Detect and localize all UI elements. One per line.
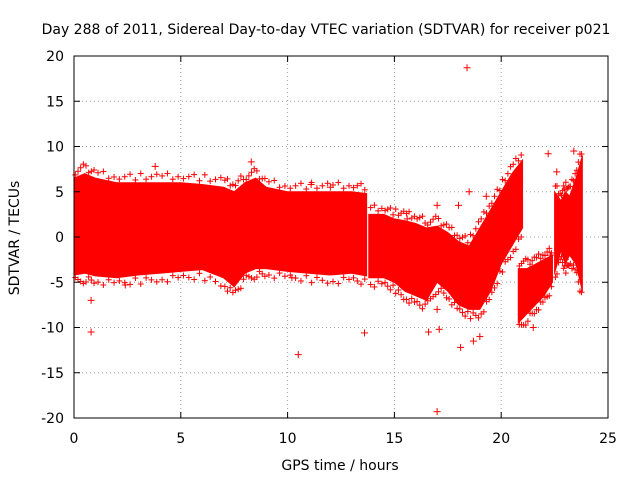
data-point: [151, 162, 159, 170]
y-tick-label: -10: [41, 321, 64, 337]
data-point: [288, 274, 296, 282]
data-point: [87, 328, 95, 336]
y-tick-label: 10: [46, 140, 64, 156]
data-point: [553, 168, 561, 176]
x-tick-label: 5: [176, 431, 185, 447]
axes: 0 5 10 15 20 25 -20 -15 -10 -5 0 5 10 15 20: [41, 49, 617, 447]
x-tick-label: 10: [279, 431, 297, 447]
data-point: [544, 150, 552, 158]
data-point: [482, 192, 490, 200]
data-point: [294, 351, 302, 359]
data-point: [525, 283, 533, 291]
chart-title: Day 288 of 2011, Sidereal Day-to-day VTE…: [42, 22, 611, 38]
data-point: [454, 201, 462, 209]
data-point: [87, 296, 95, 304]
data-point: [403, 215, 411, 223]
data-point: [425, 328, 433, 336]
y-tick-label: -20: [41, 411, 64, 427]
data-point: [326, 183, 334, 191]
y-tick-label: 20: [46, 49, 64, 65]
data-point: [463, 64, 471, 72]
y-axis-label: SDTVAR / TECUs: [7, 181, 23, 296]
data-point: [247, 158, 255, 166]
data-band: [554, 155, 583, 292]
data-band: [73, 173, 368, 288]
y-tick-label: 5: [55, 185, 64, 201]
data-band: [517, 254, 553, 325]
data-point: [307, 181, 315, 189]
x-tick-label: 20: [492, 431, 510, 447]
y-tick-label: 15: [46, 94, 64, 110]
data-point: [121, 281, 129, 289]
data-point: [546, 251, 554, 259]
data-point: [469, 337, 477, 345]
data-point: [433, 201, 441, 209]
data-point: [570, 147, 578, 155]
data-point: [360, 329, 368, 337]
x-axis-label: GPS time / hours: [281, 458, 398, 474]
data-point: [561, 256, 569, 264]
data-band: [368, 158, 524, 310]
y-tick-label: -15: [41, 366, 64, 382]
y-tick-label: -5: [50, 275, 64, 291]
data-point: [476, 333, 484, 341]
x-tick-label: 15: [385, 431, 403, 447]
y-tick-label: 0: [55, 230, 64, 246]
data-point: [465, 188, 473, 196]
data-point: [435, 325, 443, 333]
data-point: [433, 305, 441, 313]
x-tick-label: 0: [70, 431, 79, 447]
data-point: [457, 343, 465, 351]
data-point: [433, 408, 441, 416]
data-points: [72, 64, 585, 416]
x-tick-label: 25: [599, 431, 617, 447]
data-point: [529, 324, 537, 331]
